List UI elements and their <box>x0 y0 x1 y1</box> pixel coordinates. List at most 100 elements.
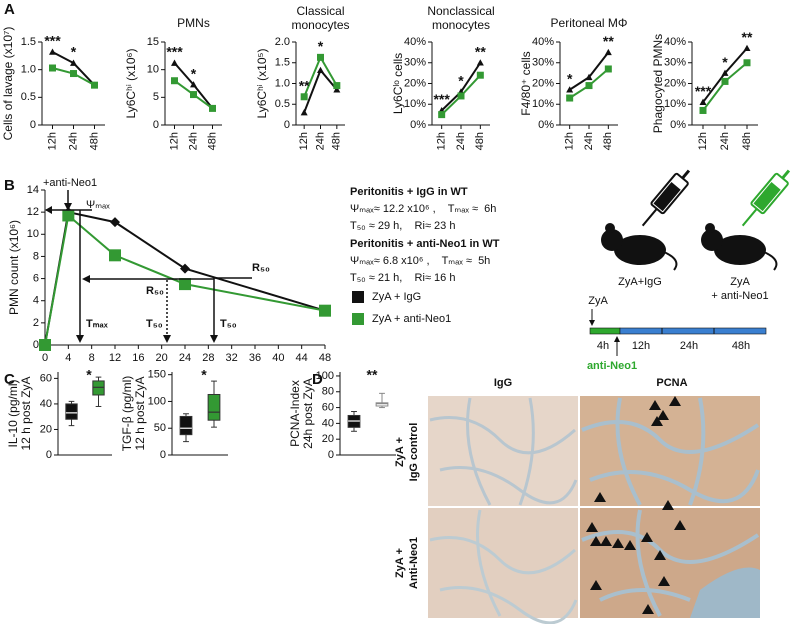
mouse-icon <box>601 169 691 271</box>
y-axis-label: Ly6Cˡᵒ cells <box>391 53 405 114</box>
text-line: Ψₘₐₓ≈ 6.8 x10⁶ , Tₘₐₓ ≈ 5h <box>350 255 490 267</box>
x-tick-label: 48h <box>602 132 614 150</box>
marker <box>585 82 593 90</box>
timeline <box>619 327 767 335</box>
schema-label: ZyA+IgG <box>618 276 662 288</box>
significance: * <box>318 38 324 54</box>
micrograph <box>580 500 760 618</box>
x-tick-label: 4 <box>65 352 71 364</box>
x-tick-label: 48h <box>474 132 486 150</box>
x-tick-label: 36 <box>249 352 261 364</box>
y-axis-label: 24h post ZyA <box>301 378 315 449</box>
marker <box>190 91 197 99</box>
y-tick-label: 0 <box>160 449 166 461</box>
y-tick-label: 10% <box>532 98 554 110</box>
significance: ** <box>475 43 486 59</box>
y-tick-label: 60 <box>322 401 334 413</box>
chart-title: PMNs <box>177 16 210 30</box>
x-tick-label: 12h <box>564 132 576 150</box>
arrow-head <box>45 206 52 214</box>
marker <box>721 69 729 76</box>
marker <box>743 59 751 67</box>
marker <box>171 59 178 66</box>
marker <box>333 86 341 93</box>
y-tick-label: 8 <box>33 250 39 262</box>
row-label: ZyA + <box>394 548 406 578</box>
marker <box>171 77 178 85</box>
text-line: Peritonitis + anti-Neo1 in WT <box>350 238 500 250</box>
timeline <box>589 327 621 335</box>
x-tick-label: 24h <box>67 132 79 150</box>
y-tick-label: 100 <box>148 395 166 407</box>
x-tick-label: 24 <box>179 352 191 364</box>
box <box>65 403 78 420</box>
x-tick-label: 48h <box>741 132 753 150</box>
marker <box>300 109 308 116</box>
marker <box>70 59 77 66</box>
y-tick-label: 2.0 <box>275 36 290 48</box>
significance: ** <box>299 77 310 93</box>
timepoint: 48h <box>732 340 750 352</box>
marker <box>49 64 56 72</box>
schema-label: ZyA <box>730 276 750 288</box>
chart-title: Nonclassical <box>427 4 494 18</box>
y-axis-label: 12 h post ZyA <box>133 376 147 450</box>
y-tick-label: 1.0 <box>21 64 36 76</box>
text-line: Ψₘₐₓ≈ 12.2 x10⁶ , Tₘₐₓ ≈ 6h <box>350 203 496 215</box>
annotation: R₅₀ <box>252 262 270 274</box>
marker <box>110 217 120 228</box>
column-label: PCNA <box>656 377 687 389</box>
marker <box>604 48 612 56</box>
panel-label: A <box>4 1 15 18</box>
significance: * <box>191 65 197 81</box>
y-tick-label: 150 <box>148 369 166 381</box>
arrow-head <box>82 275 90 283</box>
x-tick-label: 12h <box>436 132 448 150</box>
timepoint: 12h <box>632 340 650 352</box>
box <box>179 415 193 436</box>
x-tick-label: 48h <box>206 132 218 150</box>
significance: ** <box>603 33 614 49</box>
y-tick-label: 80 <box>322 386 334 398</box>
y-tick-label: 10 <box>147 64 159 76</box>
x-tick-label: 48h <box>88 132 100 150</box>
y-tick-label: 100 <box>316 370 334 382</box>
y-tick-label: 0 <box>284 119 290 131</box>
marker <box>70 70 77 78</box>
annotation: +anti-Neo1 <box>43 177 97 189</box>
marker <box>699 106 707 114</box>
marker <box>209 104 216 112</box>
x-tick-label: 12h <box>298 132 310 150</box>
column-label: IgG <box>494 377 512 389</box>
y-tick-label: 30% <box>664 57 686 69</box>
y-tick-label: 6 <box>33 272 39 284</box>
timepoint: 24h <box>680 340 698 352</box>
y-tick-label: 40% <box>532 36 554 48</box>
marker <box>62 209 75 222</box>
chart-title: monocytes <box>291 18 349 32</box>
marker <box>743 44 751 52</box>
significance: * <box>722 54 728 70</box>
y-axis-label: Cells of lavage (x10⁷) <box>1 27 15 141</box>
x-tick-label: 12h <box>46 132 58 150</box>
significance: *** <box>433 91 450 107</box>
text-line: Peritonitis + IgG in WT <box>350 186 468 198</box>
y-tick-label: 0 <box>33 339 39 351</box>
box <box>207 393 221 421</box>
marker <box>109 249 121 262</box>
marker <box>319 304 331 317</box>
y-tick-label: 14 <box>27 184 39 196</box>
row-label: ZyA + <box>394 437 406 467</box>
marker <box>179 278 191 291</box>
schema-label: + anti-Neo1 <box>711 290 768 302</box>
x-tick-label: 48 <box>319 352 331 364</box>
y-tick-label: 15 <box>147 36 159 48</box>
legend-swatch <box>352 313 364 325</box>
significance: * <box>71 44 77 60</box>
y-axis-label: TGF-β (pg/ml) <box>120 376 134 452</box>
y-tick-label: 2 <box>33 317 39 329</box>
legend-label: ZyA + anti-Neo1 <box>372 313 451 325</box>
significance: * <box>201 367 207 383</box>
micrograph <box>580 396 760 506</box>
significance: * <box>567 70 573 86</box>
